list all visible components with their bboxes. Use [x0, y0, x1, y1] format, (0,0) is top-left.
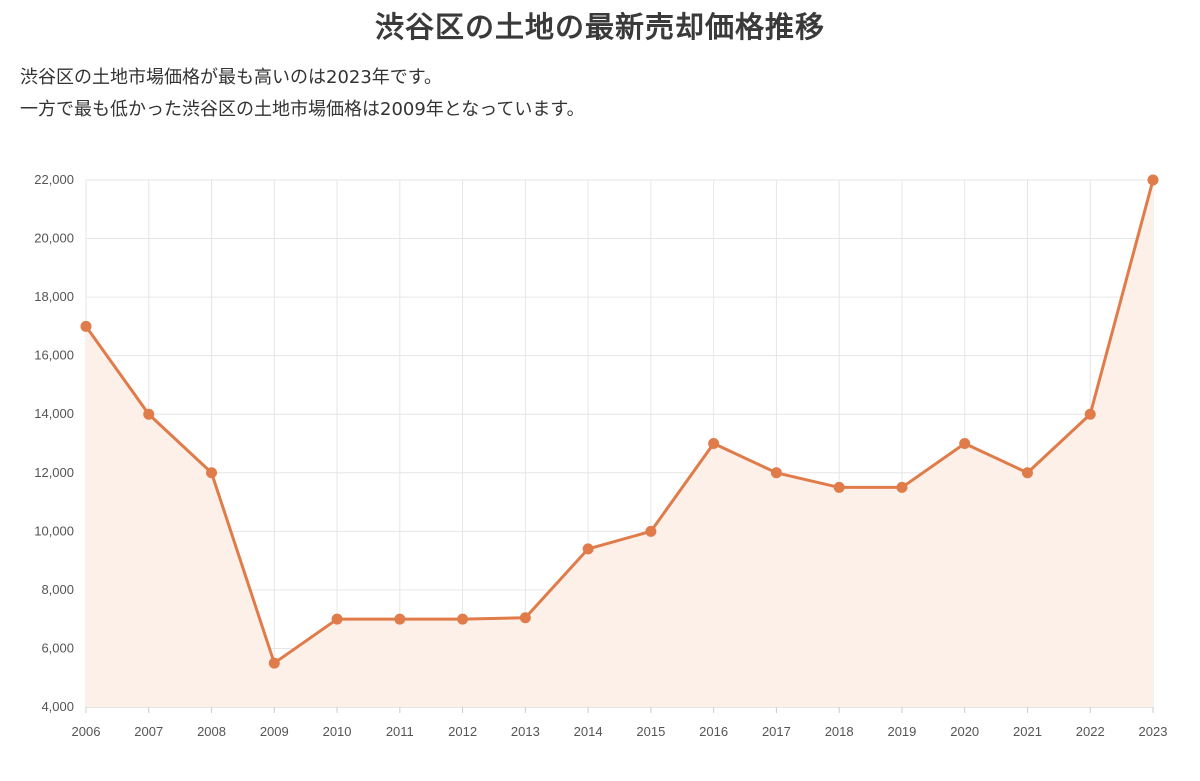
y-tick-label: 22,000	[34, 172, 74, 187]
x-tick-label: 2013	[511, 724, 540, 739]
page-title: 渋谷区の土地の最新売却価格推移	[374, 10, 825, 44]
x-tick-label: 2018	[825, 724, 854, 739]
x-tick-label: 2009	[260, 724, 289, 739]
data-point	[394, 613, 406, 625]
data-point	[519, 612, 531, 624]
data-point	[959, 438, 971, 449]
x-tick-label: 2016	[699, 724, 728, 739]
y-tick-label: 6,000	[41, 640, 74, 655]
x-tick-label: 2007	[134, 724, 163, 739]
x-tick-label: 2022	[1076, 724, 1105, 739]
data-point	[1147, 174, 1159, 186]
data-point	[457, 613, 469, 625]
y-tick-label: 8,000	[41, 582, 74, 597]
data-point	[896, 481, 908, 493]
data-point	[1021, 467, 1033, 479]
x-tick-label: 2015	[636, 724, 665, 739]
x-tick-label: 2006	[72, 724, 101, 739]
data-point	[80, 320, 92, 332]
data-point	[645, 525, 657, 537]
y-tick-label: 16,000	[34, 348, 74, 363]
x-tick-label: 2008	[197, 724, 226, 739]
data-point	[206, 467, 218, 479]
y-tick-label: 4,000	[41, 699, 74, 714]
y-tick-label: 20,000	[34, 231, 74, 246]
y-tick-label: 14,000	[34, 406, 74, 421]
y-tick-label: 10,000	[34, 523, 74, 538]
data-point	[708, 438, 720, 449]
description-line-2: 一方で最も低かった渋谷区の土地市場価格は2009年となっています。	[20, 99, 585, 120]
x-tick-label: 2014	[574, 724, 603, 739]
x-tick-label: 2021	[1013, 724, 1042, 739]
x-tick-label: 2017	[762, 724, 791, 739]
x-tick-label: 2019	[887, 724, 916, 739]
data-point	[582, 543, 594, 555]
series-line	[84, 179, 1155, 665]
y-tick-label: 12,000	[34, 465, 74, 480]
data-point	[833, 481, 845, 493]
x-tick-label: 2020	[950, 724, 979, 739]
x-tick-label: 2012	[448, 724, 477, 739]
description-line-1: 渋谷区の土地市場価格が最も高いのは2023年です。	[20, 67, 443, 88]
data-point	[331, 613, 343, 625]
x-tick-label: 2023	[1139, 724, 1168, 739]
y-tick-label: 18,000	[34, 289, 74, 304]
x-tick-label: 2011	[386, 724, 414, 739]
data-point	[1084, 408, 1096, 420]
data-point	[770, 467, 782, 479]
series-area	[86, 180, 1153, 707]
data-point	[268, 657, 280, 669]
data-point	[143, 408, 155, 420]
x-tick-label: 2010	[323, 724, 352, 739]
